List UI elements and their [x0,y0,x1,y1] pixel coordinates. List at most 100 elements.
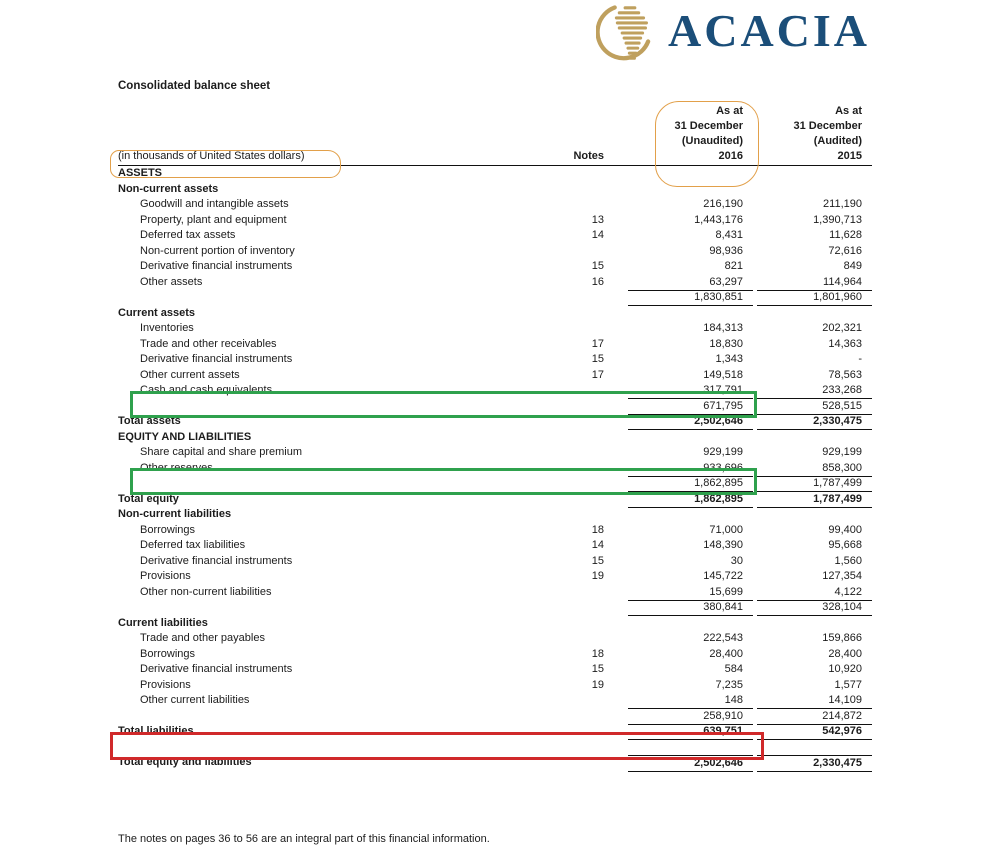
row-note [510,600,604,616]
table-row: Derivative financial instruments 15 584 10,… [118,662,872,678]
row-value-2015: 10,920 [828,663,862,675]
row-label [118,709,510,725]
spacer [604,538,628,554]
table-row: Current assets [118,306,872,322]
row-value-2016: 2,502,646 [628,414,753,430]
row-note [510,290,604,306]
spacer [604,600,628,616]
table-row: 1,862,895 1,787,499 [118,476,872,492]
row-value-2015: 114,964 [757,275,872,291]
table-row: Other non-current liabilities 15,699 4,122 [118,585,872,601]
row-note [510,321,604,337]
row-value-2016: 148 [628,693,753,709]
row-label: Derivative financial instruments [140,260,293,272]
row-value-2015: 1,787,499 [757,492,872,508]
spacer [604,678,628,694]
row-note [510,182,604,198]
row-value-2016: 184,313 [703,322,743,334]
row-value-2015: 1,577 [834,678,862,691]
row-value-2015 [757,507,872,523]
column-header-2015: As at 31 December (Audited) 2015 [793,105,863,162]
spacer [604,569,628,585]
row-value-2016: 317,791 [628,383,753,399]
row-value-2016: 1,343 [715,353,743,365]
row-note: 14 [591,229,604,241]
row-note [510,476,604,492]
row-note [510,492,604,508]
table-row: Property, plant and equipment 13 1,443,176… [118,213,872,229]
row-note [510,306,604,322]
row-value-2015 [757,182,872,198]
row-value-2016 [628,182,753,198]
row-value-2015: 72,616 [828,244,862,257]
table-row: Trade and other receivables 17 18,830 14,36… [118,337,872,353]
row-value-2016: 222,543 [703,632,743,644]
row-value-2015: 1,560 [834,554,862,567]
spacer [604,445,628,461]
row-value-2015: 542,976 [757,724,872,740]
row-value-2016: 30 [730,554,743,567]
spacer [604,585,628,601]
row-label: Borrowings [140,523,196,536]
row-value-2016: 929,199 [703,446,743,458]
table-row: Other current assets 17 149,518 78,563 [118,368,872,384]
spacer [604,492,628,508]
row-value-2016: 15,699 [628,585,753,601]
row-note [510,616,604,632]
spacer [604,461,628,477]
row-note: 16 [591,275,604,288]
spacer [604,476,628,492]
row-label: Total assets [118,415,181,427]
spacer [604,616,628,632]
row-note: 15 [591,554,604,567]
table-row: Deferred tax assets 14 8,431 11,628 [118,228,872,244]
row-value-2016: 380,841 [628,600,753,616]
row-label: Other current assets [140,368,240,381]
table-row [118,740,872,756]
spacer [604,228,628,244]
row-value-2016 [628,430,753,446]
row-value-2016: 98,936 [709,244,743,257]
row-value-2015: - [858,353,862,365]
spacer [604,724,628,740]
spacer [604,740,628,756]
row-label: Other reserves [140,461,213,474]
table-row: 1,830,851 1,801,960 [118,290,872,306]
spacer [604,275,628,291]
row-note: 17 [591,337,604,350]
table-row: Trade and other payables 222,543 159,866 [118,631,872,647]
spacer [604,507,628,523]
row-label: Deferred tax assets [140,229,236,241]
row-label: Cash and cash equivalents [140,384,273,396]
table-row: EQUITY AND LIABILITIES [118,430,872,446]
row-note [510,399,604,415]
table-header-row: (in thousands of United States dollars) … [118,104,872,166]
logo-wordmark: ACACIA [668,5,870,56]
table-row: Total equity and liabilities 2,502,646 2,3… [118,755,872,772]
row-label: Derivative financial instruments [140,554,293,567]
row-value-2015: 2,330,475 [757,414,872,430]
table-row: Provisions 19 145,722 127,354 [118,569,872,585]
row-value-2016: 148,390 [703,539,743,551]
row-value-2016: 1,830,851 [628,290,753,306]
row-value-2016 [628,306,753,322]
row-note [510,166,604,182]
row-label: Non-current liabilities [118,508,232,520]
spacer [604,647,628,663]
row-value-2015: 14,363 [828,337,862,350]
row-value-2016 [628,507,753,523]
row-value-2016: 7,235 [715,678,743,691]
row-value-2016: 145,722 [703,570,743,582]
row-value-2015: 214,872 [757,709,872,725]
table-row: Total liabilities 639,751 542,976 [118,724,872,740]
row-label: Total equity [118,492,179,505]
row-note: 17 [591,368,604,381]
row-note [510,430,604,446]
spacer [604,383,628,399]
table-row: Non-current portion of inventory 98,936 72… [118,244,872,260]
row-value-2016: 1,862,895 [628,492,753,508]
spacer [604,430,628,446]
row-value-2015: 1,390,713 [813,213,862,226]
row-label: Provisions [140,570,191,582]
